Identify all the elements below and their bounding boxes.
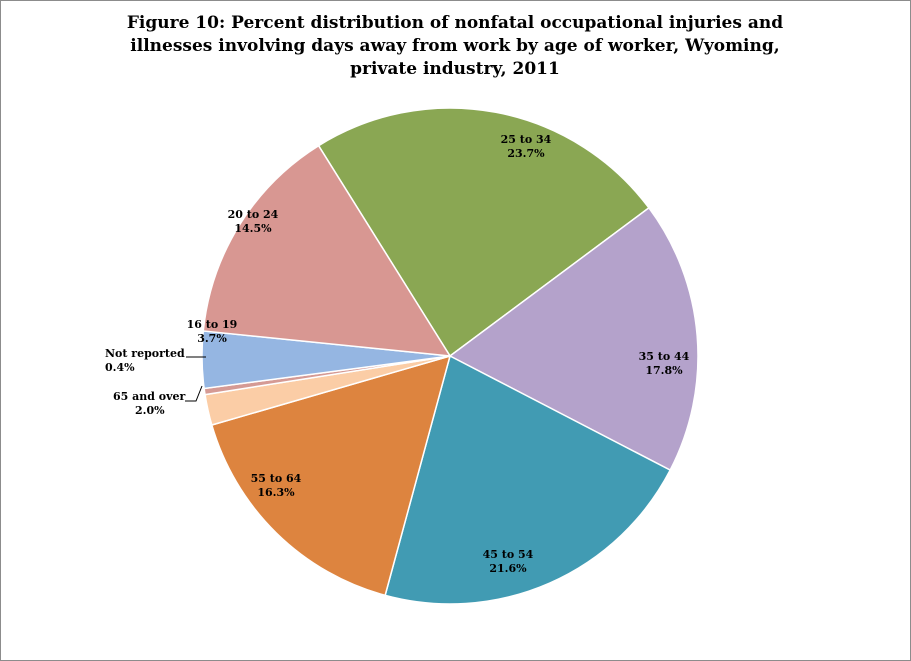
slice-label-65-and-over: 65 and over 2.0% [113,390,186,417]
leader-lines [185,356,206,402]
pie-slice-25-to-34 [317,107,650,358]
chart-title: Figure 10: Percent distribution of nonfa… [60,12,850,81]
chart-title-line-3: private industry, 2011 [350,59,560,79]
slice-label-25-to-34: 25 to 34 23.7% [501,133,552,160]
pie-slice-35-to-44 [448,206,699,472]
pie-slices [201,107,699,605]
slice-label-20-to-24: 20 to 24 14.5% [228,208,279,235]
chart-title-line-1: Figure 10: Percent distribution of nonfa… [126,13,784,33]
slice-label-45-to-54: 45 to 54 21.6% [483,548,534,575]
pie-slice-45-to-54 [384,354,672,605]
pie-slice-55-to-64 [210,354,452,597]
slice-label-not-reported: Not reported 0.4% [105,347,185,374]
slice-label-55-to-64: 55 to 64 16.3% [251,472,302,499]
slice-label-16-to-19: 16 to 19 3.7% [187,318,238,345]
leader-line-65-and-over [185,385,203,402]
slice-label-35-to-44: 35 to 44 17.8% [639,350,690,377]
chart-title-line-2: illnesses involving days away from work … [130,36,780,56]
slice-labels: 25 to 34 23.7% 35 to 44 17.8% 45 to 54 21.6% 5… [105,133,690,575]
pie-slice-20-to-24 [202,144,452,357]
